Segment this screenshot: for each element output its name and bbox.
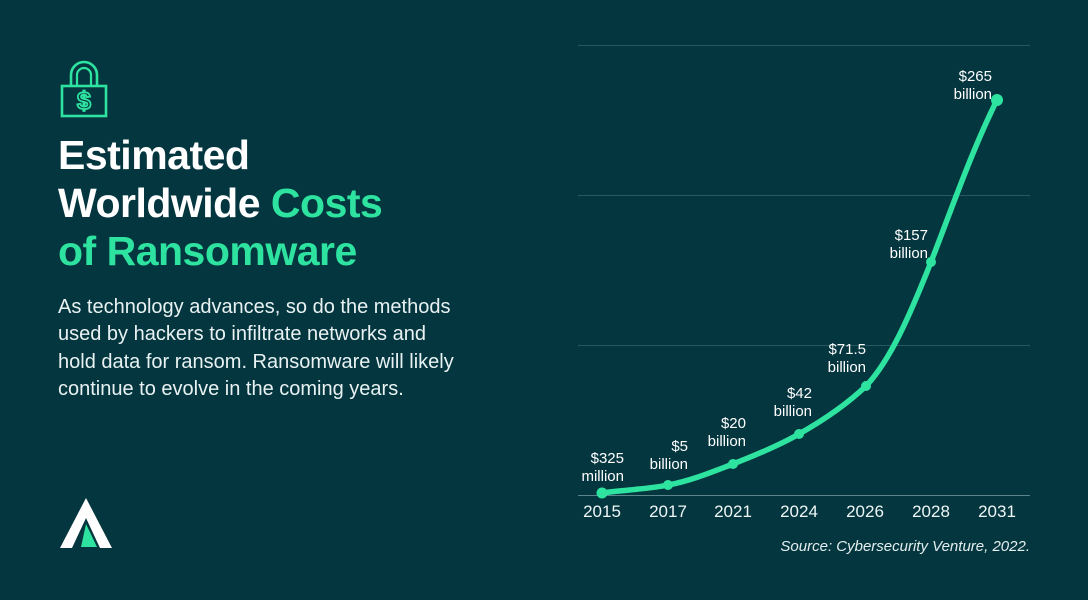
data-point-2017 xyxy=(663,480,673,490)
body-paragraph: As technology advances, so do the method… xyxy=(58,296,454,401)
xtick-2024: 2024 xyxy=(780,502,818,521)
xtick-2021: 2021 xyxy=(714,502,752,521)
xtick-2026: 2026 xyxy=(846,502,884,521)
gridline-top xyxy=(578,45,1030,46)
data-point-2026 xyxy=(861,381,871,391)
title-line-2-green: Costs xyxy=(270,179,383,226)
line-series xyxy=(596,94,1003,499)
xtick-2028: 2028 xyxy=(912,502,950,521)
xtick-2017: 2017 xyxy=(649,502,687,521)
data-label-2015: $325 million xyxy=(581,450,624,486)
page-title: Estimated Worldwide Costs of Ransomware xyxy=(58,132,498,276)
gridline-upper xyxy=(578,195,1030,196)
left-panel: $ Estimated Worldwide Costs of Ransomwar… xyxy=(56,58,498,550)
data-point-2021 xyxy=(728,459,738,469)
padlock-dollar-icon: $ xyxy=(58,58,110,120)
x-axis-line xyxy=(578,495,1030,496)
data-point-2031 xyxy=(991,94,1003,106)
data-point-2024 xyxy=(794,429,804,439)
data-label-2026: $71.5 billion xyxy=(827,341,866,377)
title-line-1: Estimated xyxy=(58,132,250,178)
data-label-2024: $42 billion xyxy=(773,385,812,421)
source-note: Source: Cybersecurity Venture, 2022. xyxy=(780,538,1030,555)
gridline-middle xyxy=(578,345,1030,346)
brand-a-logo xyxy=(56,496,116,550)
svg-text:$: $ xyxy=(77,87,91,115)
data-label-2021: $20 billion xyxy=(707,415,746,451)
xtick-2031: 2031 xyxy=(978,502,1016,521)
title-line-2-white: Worldwide xyxy=(58,179,271,226)
data-label-2031: $265 billion xyxy=(953,68,992,104)
title-line-3: of Ransomware xyxy=(58,227,357,274)
data-label-2017: $5 billion xyxy=(649,438,688,474)
data-point-2028 xyxy=(926,257,936,267)
xtick-2015: 2015 xyxy=(583,502,621,521)
data-point-2015 xyxy=(596,487,608,499)
data-label-2028: $157 billion xyxy=(889,227,928,263)
chart-panel: $325 million $5 billion $20 billion $42 … xyxy=(560,0,1088,600)
